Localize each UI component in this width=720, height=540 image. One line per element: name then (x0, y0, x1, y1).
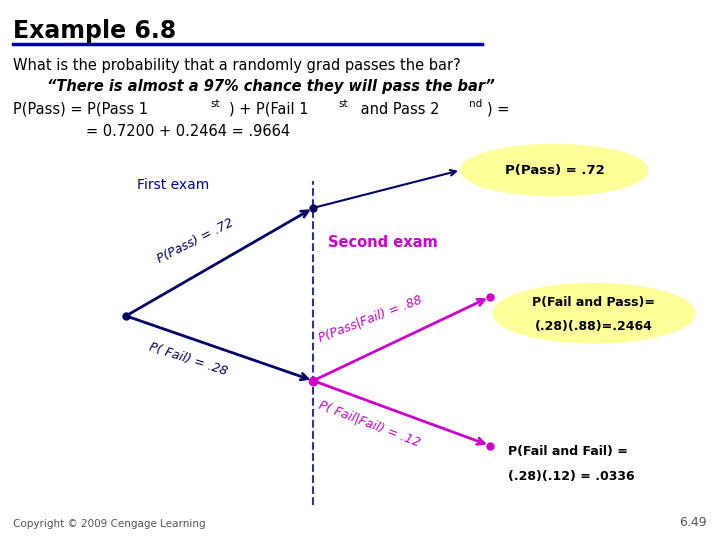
Text: P(Pass|Fail) = .88: P(Pass|Fail) = .88 (317, 293, 424, 345)
Text: st: st (338, 99, 348, 109)
Text: “There is almost a 97% chance they will pass the bar”: “There is almost a 97% chance they will … (47, 79, 495, 94)
Text: Second exam: Second exam (328, 235, 437, 250)
Text: First exam: First exam (137, 178, 209, 192)
Text: Example 6.8: Example 6.8 (13, 19, 176, 43)
Text: = 0.7200 + 0.2464 = .9664: = 0.7200 + 0.2464 = .9664 (86, 124, 291, 139)
Ellipse shape (461, 144, 648, 195)
Text: (.28)(.12) = .0336: (.28)(.12) = .0336 (508, 470, 634, 483)
Text: (.28)(.88)=.2464: (.28)(.88)=.2464 (535, 320, 653, 333)
Text: P(Fail and Fail) =: P(Fail and Fail) = (508, 446, 627, 458)
Text: P( Fail) = .28: P( Fail) = .28 (148, 340, 229, 378)
Text: What is the probability that a randomly grad passes the bar?: What is the probability that a randomly … (13, 58, 461, 73)
Text: P(Pass) = .72: P(Pass) = .72 (505, 164, 604, 177)
Text: 6.49: 6.49 (680, 516, 707, 529)
Text: ) + P(Fail 1: ) + P(Fail 1 (229, 102, 308, 117)
Text: P(Fail and Pass)=: P(Fail and Pass)= (533, 296, 655, 309)
Text: nd: nd (469, 99, 482, 109)
Text: P( Fail|Fail) = .12: P( Fail|Fail) = .12 (317, 399, 422, 449)
Text: Copyright © 2009 Cengage Learning: Copyright © 2009 Cengage Learning (13, 519, 206, 529)
Text: st: st (210, 99, 220, 109)
Text: and Pass 2: and Pass 2 (356, 102, 439, 117)
Ellipse shape (493, 284, 695, 343)
Text: ) =: ) = (487, 102, 509, 117)
Text: P(Pass) = .72: P(Pass) = .72 (155, 217, 235, 266)
Text: P(Pass) = P(Pass 1: P(Pass) = P(Pass 1 (13, 102, 148, 117)
